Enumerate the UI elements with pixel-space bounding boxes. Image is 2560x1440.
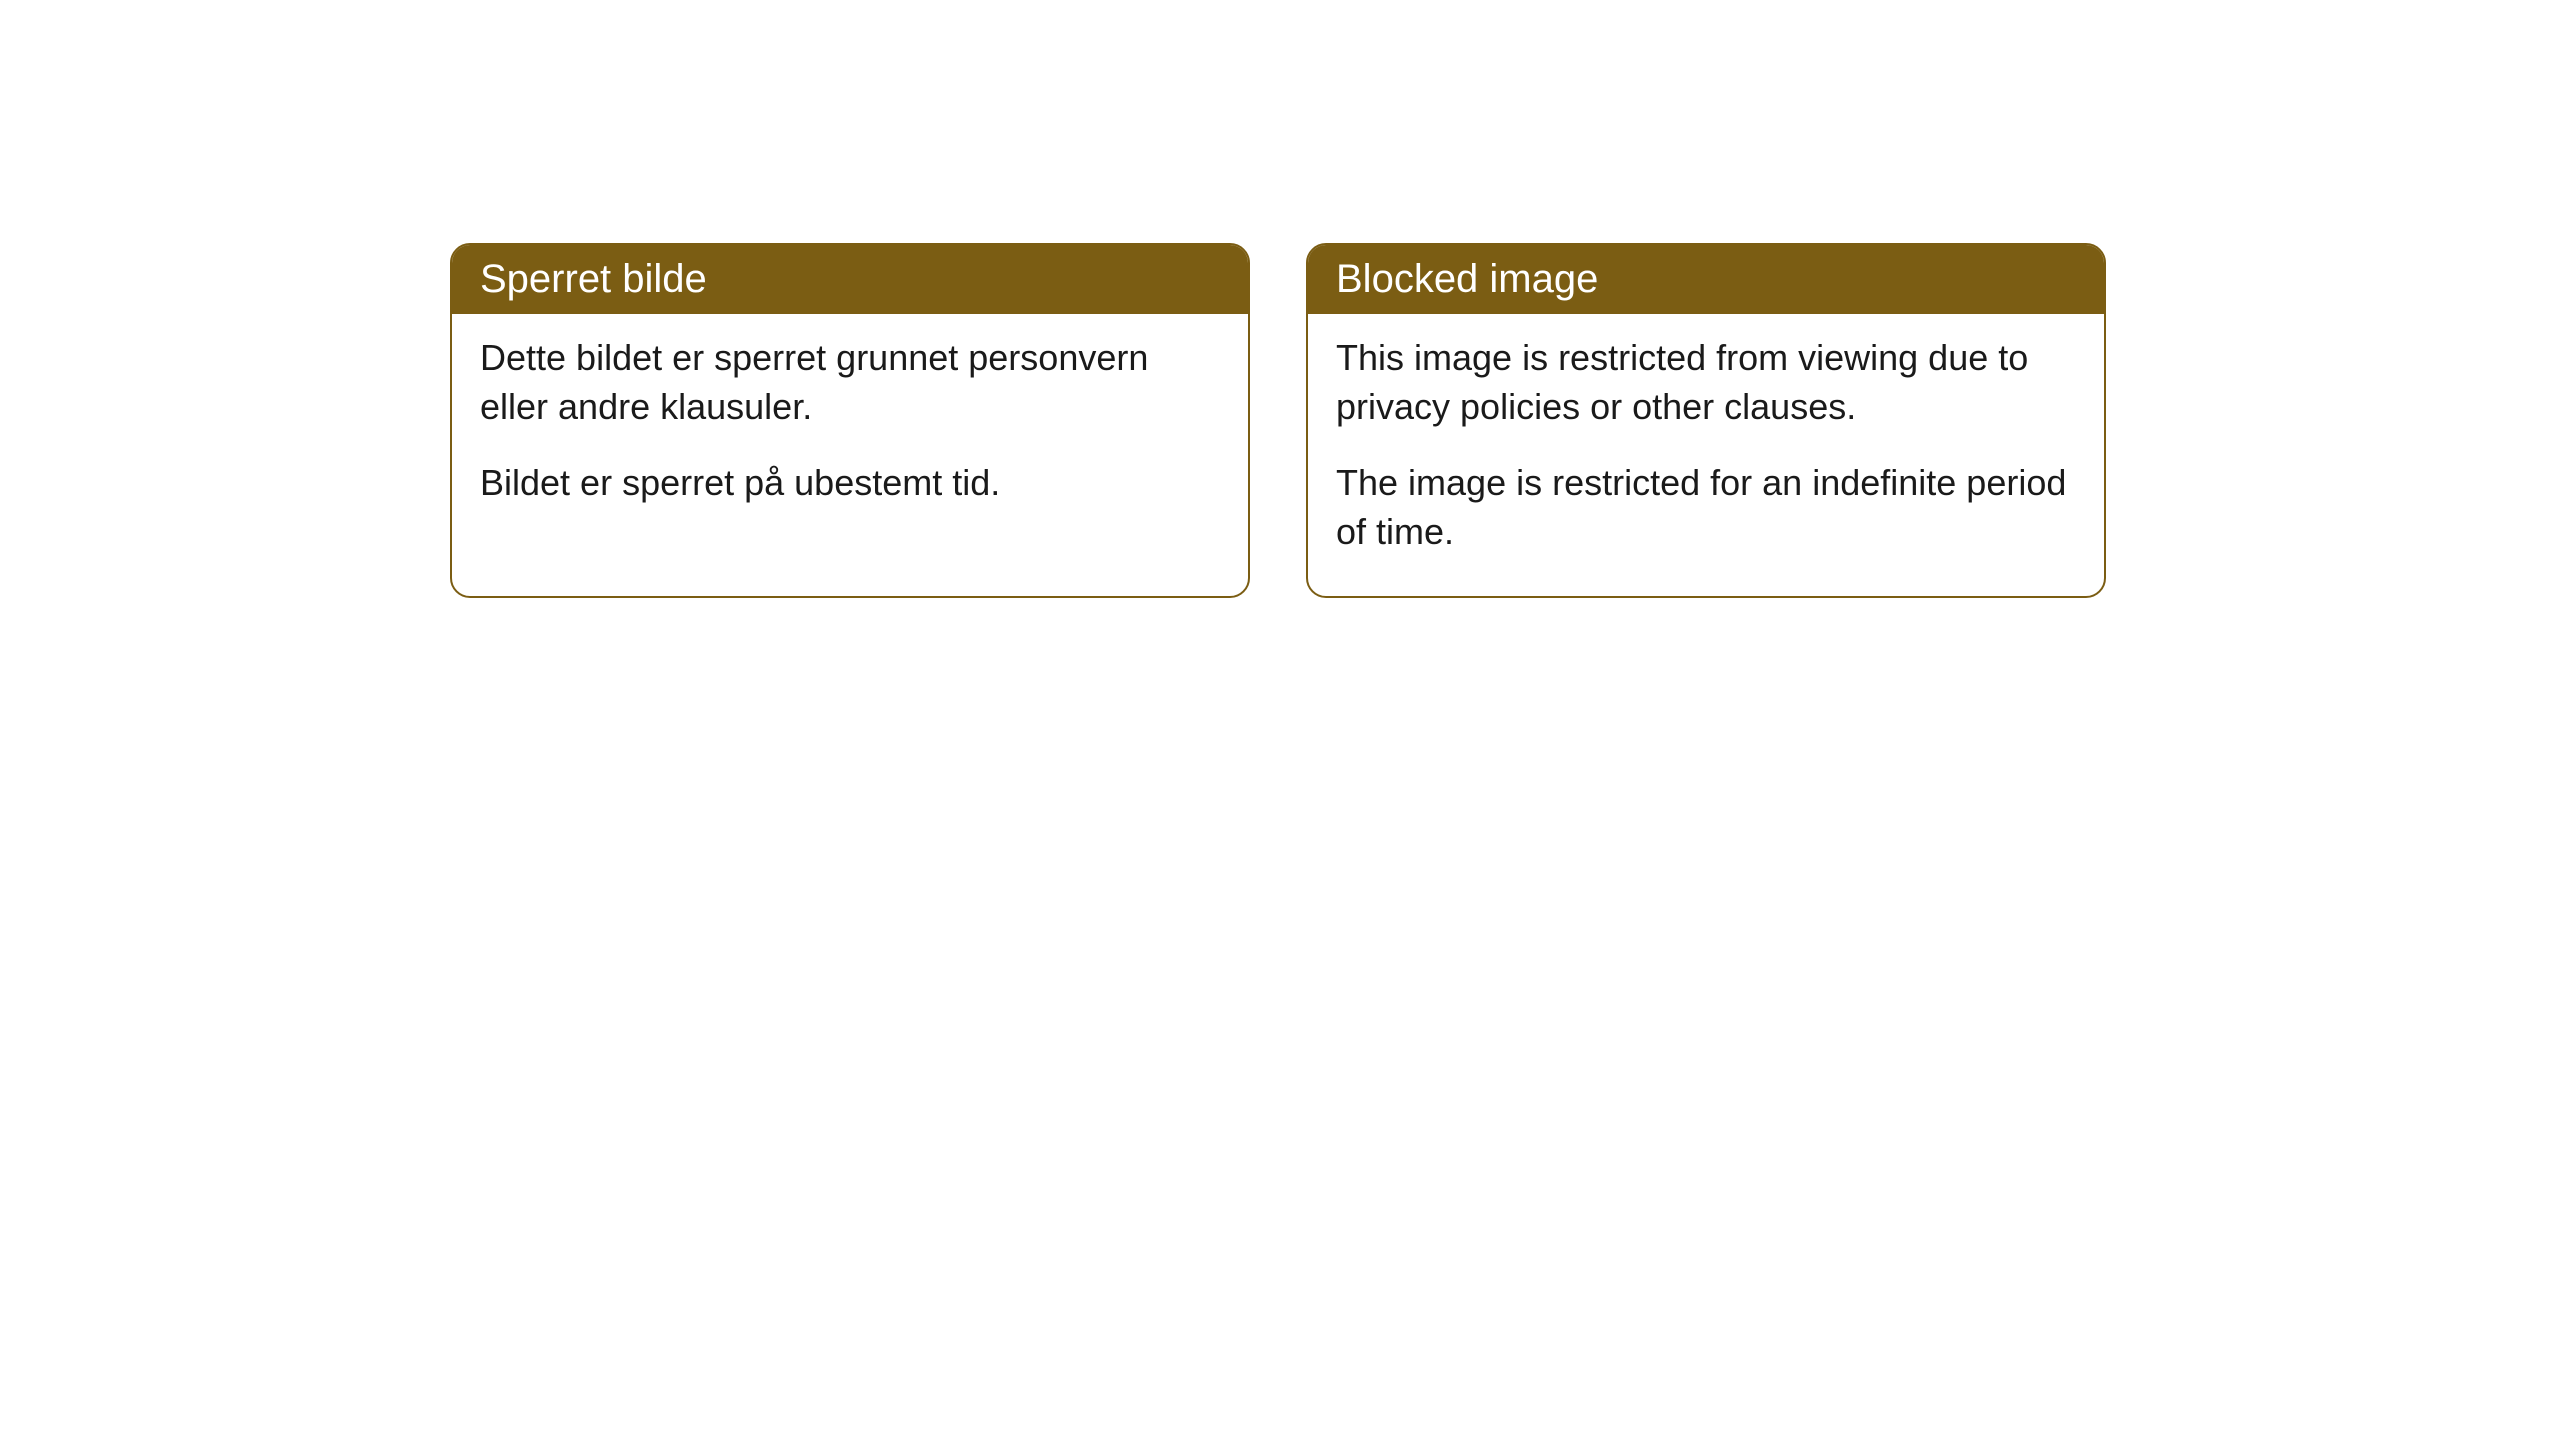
notice-card-english: Blocked image This image is restricted f… <box>1306 243 2106 598</box>
card-paragraph: Dette bildet er sperret grunnet personve… <box>480 334 1220 431</box>
card-paragraph: The image is restricted for an indefinit… <box>1336 459 2076 556</box>
card-header-norwegian: Sperret bilde <box>452 245 1248 314</box>
card-body-english: This image is restricted from viewing du… <box>1308 314 2104 596</box>
card-paragraph: This image is restricted from viewing du… <box>1336 334 2076 431</box>
card-body-norwegian: Dette bildet er sperret grunnet personve… <box>452 314 1248 548</box>
card-header-english: Blocked image <box>1308 245 2104 314</box>
notice-cards-container: Sperret bilde Dette bildet er sperret gr… <box>450 243 2106 598</box>
notice-card-norwegian: Sperret bilde Dette bildet er sperret gr… <box>450 243 1250 598</box>
card-paragraph: Bildet er sperret på ubestemt tid. <box>480 459 1220 508</box>
